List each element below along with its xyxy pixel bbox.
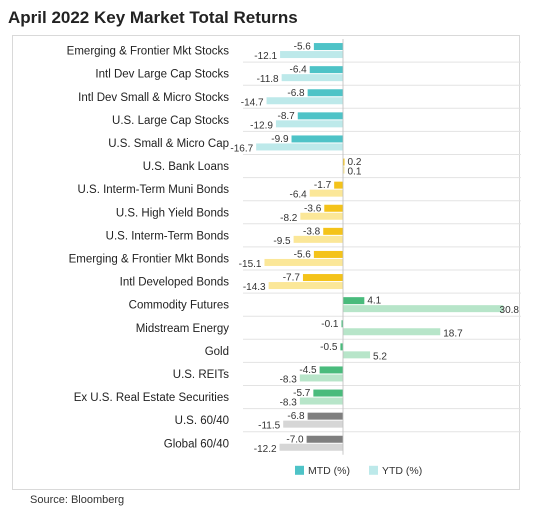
mtd-value-label: -5.6 <box>294 249 312 260</box>
ytd-bar <box>309 189 343 197</box>
category-label: U.S. Small & Micro Cap <box>108 138 229 150</box>
ytd-value-label: -9.5 <box>273 236 291 247</box>
mtd-value-label: -4.5 <box>299 365 317 376</box>
category-label: U.S. REITs <box>173 369 229 381</box>
ytd-value-label: -8.3 <box>280 398 298 409</box>
category-label: Commodity Futures <box>129 300 230 312</box>
chart-title: April 2022 Key Market Total Returns <box>8 8 298 27</box>
mtd-bar <box>343 297 365 305</box>
ytd-bar <box>343 305 504 313</box>
source-note: Source: Bloomberg <box>30 494 125 506</box>
mtd-bar <box>343 158 345 166</box>
mtd-bar <box>297 112 343 120</box>
category-label: Intl Developed Bonds <box>120 277 230 289</box>
legend-swatch-ytd <box>369 465 378 475</box>
category-label: U.S. High Yield Bonds <box>116 207 229 219</box>
mtd-value-label: -6.4 <box>289 65 307 76</box>
ytd-value-label: -15.1 <box>239 259 262 270</box>
mtd-value-label: -6.8 <box>287 411 305 422</box>
mtd-value-label: -9.9 <box>271 134 289 145</box>
category-label: Midstream Energy <box>136 323 230 335</box>
mtd-bar <box>307 89 343 97</box>
ytd-value-label: 5.2 <box>373 351 387 362</box>
ytd-bar <box>281 74 343 82</box>
category-label: U.S. Large Cap Stocks <box>112 115 229 127</box>
ytd-bar <box>343 166 345 174</box>
mtd-value-label: 0.2 <box>348 157 362 168</box>
ytd-value-label: -8.2 <box>280 213 298 224</box>
ytd-bar <box>343 351 371 359</box>
mtd-bar <box>323 227 343 235</box>
mtd-value-label: -3.8 <box>303 226 321 237</box>
mtd-value-label: -7.7 <box>283 273 301 284</box>
mtd-bar <box>319 366 343 374</box>
mtd-bar <box>291 135 343 143</box>
ytd-bar <box>343 328 441 336</box>
ytd-bar <box>275 120 343 128</box>
ytd-value-label: -11.8 <box>257 74 279 85</box>
category-label: Intl Dev Large Cap Stocks <box>95 69 229 81</box>
ytd-value-label: -12.2 <box>254 444 277 455</box>
category-label: Emerging & Frontier Mkt Stocks <box>67 46 230 58</box>
chart-frame: Emerging & Frontier Mkt Stocks -5.6 -12.1 I… <box>12 35 521 490</box>
ytd-value-label: -14.7 <box>241 97 264 108</box>
ytd-value-label: -11.5 <box>258 421 280 432</box>
mtd-bar <box>340 343 343 351</box>
category-label: U.S. Bank Loans <box>143 161 230 173</box>
mtd-value-label: -5.7 <box>293 388 311 399</box>
mtd-bar <box>334 181 343 189</box>
ytd-value-label: -16.7 <box>230 143 253 154</box>
ytd-bar <box>279 443 343 451</box>
category-label: Emerging & Frontier Mkt Bonds <box>69 253 230 265</box>
ytd-value-label: 0.1 <box>348 167 362 178</box>
ytd-value-label: 30.8 <box>500 305 520 316</box>
mtd-value-label: -8.7 <box>278 111 296 122</box>
ytd-value-label: -8.3 <box>280 374 298 385</box>
mtd-value-label: -0.5 <box>320 342 338 353</box>
mtd-bar <box>309 66 343 74</box>
ytd-value-label: -6.4 <box>289 190 307 201</box>
category-label: Intl Dev Small & Micro Stocks <box>78 92 229 104</box>
ytd-bar <box>299 374 343 382</box>
category-label: Ex U.S. Real Estate Securities <box>74 392 230 404</box>
ytd-bar <box>280 51 343 59</box>
ytd-bar <box>266 97 343 105</box>
mtd-value-label: -1.7 <box>314 180 332 191</box>
ytd-bar <box>268 282 343 290</box>
bar-chart: Emerging & Frontier Mkt Stocks -5.6 -12.1 I… <box>67 39 521 477</box>
legend-label-mtd: MTD (%) <box>308 465 350 477</box>
ytd-value-label: 18.7 <box>443 328 463 339</box>
category-label: U.S. Interm-Term Muni Bonds <box>78 184 230 196</box>
ytd-value-label: -14.3 <box>243 282 266 293</box>
ytd-bar <box>264 258 343 266</box>
ytd-bar <box>300 212 343 220</box>
mtd-value-label: -7.0 <box>286 434 304 445</box>
mtd-bar <box>324 204 343 212</box>
ytd-value-label: -12.1 <box>254 51 277 62</box>
mtd-bar <box>306 435 343 443</box>
mtd-value-label: 4.1 <box>367 296 381 307</box>
category-label: Gold <box>205 346 229 358</box>
ytd-bar <box>299 397 343 405</box>
ytd-bar <box>283 420 343 428</box>
mtd-bar <box>313 43 343 51</box>
ytd-bar <box>256 143 343 151</box>
category-label: Global 60/40 <box>164 438 229 450</box>
category-label: U.S. 60/40 <box>175 415 229 427</box>
ytd-value-label: -12.9 <box>250 120 273 131</box>
mtd-value-label: -5.6 <box>294 42 312 53</box>
legend-swatch-mtd <box>295 465 304 475</box>
mtd-bar <box>341 320 343 328</box>
legend-label-ytd: YTD (%) <box>382 465 422 477</box>
mtd-value-label: -6.8 <box>287 88 305 99</box>
mtd-bar <box>313 389 343 397</box>
mtd-bar <box>313 250 343 258</box>
mtd-bar <box>307 412 343 420</box>
mtd-value-label: -0.1 <box>321 319 339 330</box>
ytd-bar <box>293 235 343 243</box>
mtd-bar <box>302 274 343 282</box>
mtd-value-label: -3.6 <box>304 203 322 214</box>
category-label: U.S. Interm-Term Bonds <box>106 230 230 242</box>
